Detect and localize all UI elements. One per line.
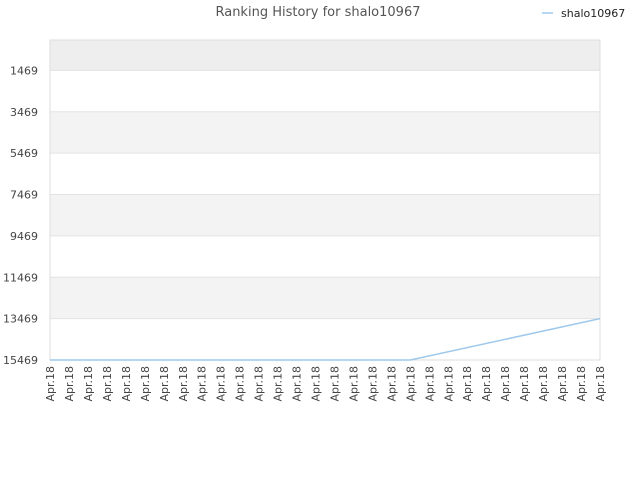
plot-band [50, 40, 600, 71]
x-tick-label: Apr.18 [63, 366, 76, 402]
x-tick-label: Apr.18 [480, 366, 493, 402]
x-tick-label: Apr.18 [291, 366, 304, 402]
x-tick-label: Apr.18 [215, 366, 228, 402]
y-tick-label: 3469 [10, 106, 38, 119]
x-tick-label: Apr.18 [139, 366, 152, 402]
x-tick-label: Apr.18 [177, 366, 190, 402]
x-tick-label: Apr.18 [347, 366, 360, 402]
x-tick-label: Apr.18 [499, 366, 512, 402]
y-tick-label: 13469 [3, 313, 38, 326]
x-tick-label: Apr.18 [158, 366, 171, 402]
plot-bands [50, 40, 600, 360]
y-tick-label: 7469 [10, 189, 38, 202]
gridlines [50, 69, 600, 361]
legend-label: shalo10967 [561, 7, 625, 20]
plot-band [50, 153, 600, 195]
plot-band [50, 277, 600, 319]
y-axis-ticks: 1469 3469 5469 7469 9469 11469 13469 15469 [3, 64, 38, 367]
legend[interactable]: shalo10967 [542, 7, 625, 20]
x-tick-label: Apr.18 [385, 366, 398, 402]
x-tick-label: Apr.18 [272, 366, 285, 402]
y-tick-label: 9469 [10, 230, 38, 243]
x-tick-label: Apr.18 [82, 366, 95, 402]
x-tick-label: Apr.18 [575, 366, 588, 402]
x-tick-label: Apr.18 [423, 366, 436, 402]
y-tick-label: 5469 [10, 147, 38, 160]
x-tick-label: Apr.18 [253, 366, 266, 402]
x-tick-label: Apr.18 [120, 366, 133, 402]
x-axis-ticks: Apr.18 Apr.18 Apr.18 Apr.18 Apr.18 Apr.18 Apr.… [44, 366, 607, 402]
plot-band [50, 318, 600, 360]
x-tick-label: Apr.18 [556, 366, 569, 402]
x-tick-label: Apr.18 [404, 366, 417, 402]
y-tick-label: 1469 [10, 64, 38, 77]
plot-band [50, 235, 600, 278]
plot-band [50, 194, 600, 236]
y-tick-label: 11469 [3, 271, 38, 284]
x-tick-label: Apr.18 [594, 366, 607, 402]
x-tick-label: Apr.18 [310, 366, 323, 402]
plot-band [50, 70, 600, 112]
x-tick-label: Apr.18 [196, 366, 209, 402]
series-layer [50, 317, 601, 361]
x-tick-label: Apr.18 [234, 366, 247, 402]
x-tick-label: Apr.18 [101, 366, 114, 402]
x-tick-label: Apr.18 [537, 366, 550, 402]
x-tick-label: Apr.18 [518, 366, 531, 402]
x-tick-label: Apr.18 [44, 366, 57, 402]
chart-title: Ranking History for shalo10967 [215, 5, 420, 20]
x-tick-label: Apr.18 [461, 366, 474, 402]
series-line [50, 317, 601, 361]
x-tick-label: Apr.18 [366, 366, 379, 402]
plot-band [50, 111, 600, 154]
x-tick-label: Apr.18 [442, 366, 455, 402]
y-tick-label: 15469 [3, 354, 38, 367]
x-tick-label: Apr.18 [328, 366, 341, 402]
